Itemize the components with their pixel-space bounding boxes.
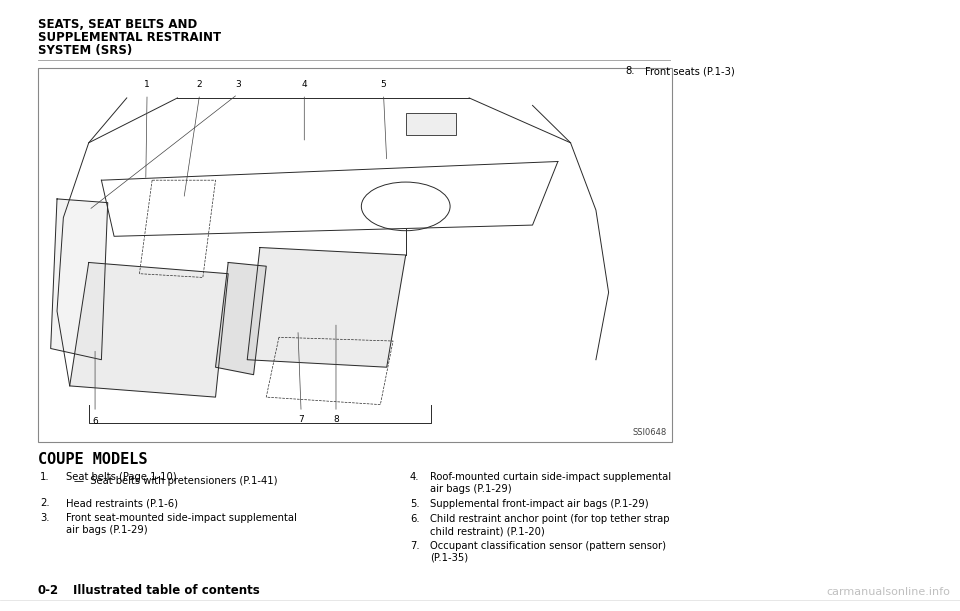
Text: 6.: 6.: [410, 514, 420, 524]
Bar: [406, 113, 456, 135]
Polygon shape: [215, 263, 266, 375]
Text: Front seat-mounted side-impact supplemental: Front seat-mounted side-impact supplemen…: [66, 513, 297, 523]
Text: SUPPLEMENTAL RESTRAINT: SUPPLEMENTAL RESTRAINT: [38, 31, 221, 44]
Text: —  Seat belts with pretensioners (P.1-41): — Seat belts with pretensioners (P.1-41): [74, 476, 277, 486]
Text: 8: 8: [333, 415, 339, 424]
Text: Illustrated table of contents: Illustrated table of contents: [73, 584, 260, 597]
Text: 1: 1: [144, 80, 150, 89]
Text: air bags (P.1-29): air bags (P.1-29): [430, 484, 512, 494]
Text: 7: 7: [299, 415, 304, 424]
Polygon shape: [248, 247, 406, 367]
Text: air bags (P.1-29): air bags (P.1-29): [66, 525, 148, 535]
Text: Seat belts (Page 1-10): Seat belts (Page 1-10): [66, 472, 177, 482]
Text: child restraint) (P.1-20): child restraint) (P.1-20): [430, 526, 544, 536]
Text: 8.: 8.: [625, 66, 635, 76]
Text: Child restraint anchor point (for top tether strap: Child restraint anchor point (for top te…: [430, 514, 669, 524]
Text: 7.: 7.: [410, 541, 420, 551]
Text: COUPE MODELS: COUPE MODELS: [38, 452, 148, 467]
Text: Occupant classification sensor (pattern sensor): Occupant classification sensor (pattern …: [430, 541, 666, 551]
Text: SEATS, SEAT BELTS AND: SEATS, SEAT BELTS AND: [38, 18, 197, 31]
Text: SSI0648: SSI0648: [633, 428, 667, 437]
Text: Roof-mounted curtain side-impact supplemental: Roof-mounted curtain side-impact supplem…: [430, 472, 671, 482]
Text: (P.1-35): (P.1-35): [430, 553, 468, 563]
Text: SYSTEM (SRS): SYSTEM (SRS): [38, 44, 132, 57]
Polygon shape: [51, 199, 108, 360]
Text: 3.: 3.: [40, 513, 50, 523]
Text: Supplemental front-impact air bags (P.1-29): Supplemental front-impact air bags (P.1-…: [430, 499, 649, 509]
Text: Front seats (P.1-3): Front seats (P.1-3): [645, 66, 734, 76]
Text: 3: 3: [235, 80, 241, 89]
Text: carmanualsonline.info: carmanualsonline.info: [827, 587, 950, 597]
Text: 6: 6: [92, 417, 98, 426]
Text: 4.: 4.: [410, 472, 420, 482]
Text: Head restraints (P.1-6): Head restraints (P.1-6): [66, 498, 178, 508]
Text: 4: 4: [301, 80, 307, 89]
Bar: [38, 68, 672, 442]
Text: 2: 2: [197, 80, 203, 89]
Text: 1.: 1.: [40, 472, 50, 482]
Text: 0-2: 0-2: [38, 584, 60, 597]
Polygon shape: [70, 263, 228, 397]
Text: 2.: 2.: [40, 498, 50, 508]
Text: 5.: 5.: [410, 499, 420, 509]
Text: 5: 5: [381, 80, 387, 89]
